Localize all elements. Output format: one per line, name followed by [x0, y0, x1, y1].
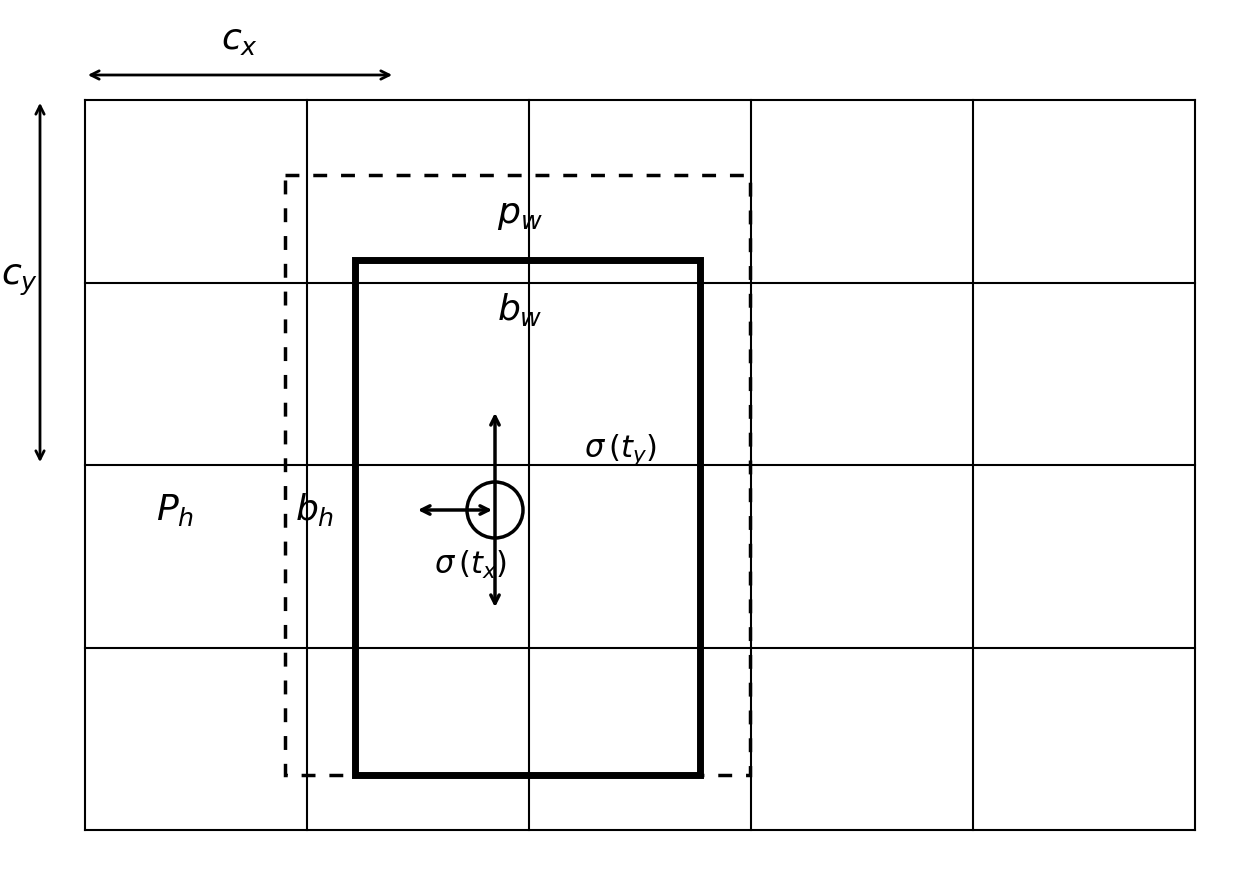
Bar — [355, 260, 701, 775]
Text: $b_w$: $b_w$ — [497, 291, 543, 328]
Bar — [285, 175, 750, 775]
Text: $p_w$: $p_w$ — [497, 198, 543, 232]
Text: $b_h$: $b_h$ — [295, 492, 335, 528]
Text: $c_y$: $c_y$ — [1, 262, 38, 298]
Text: $\sigma\,(t_y)$: $\sigma\,(t_y)$ — [584, 432, 656, 468]
Text: $\sigma\,(t_x)$: $\sigma\,(t_x)$ — [434, 549, 506, 581]
Text: $c_x$: $c_x$ — [222, 23, 258, 57]
Text: $P_h$: $P_h$ — [156, 492, 193, 528]
